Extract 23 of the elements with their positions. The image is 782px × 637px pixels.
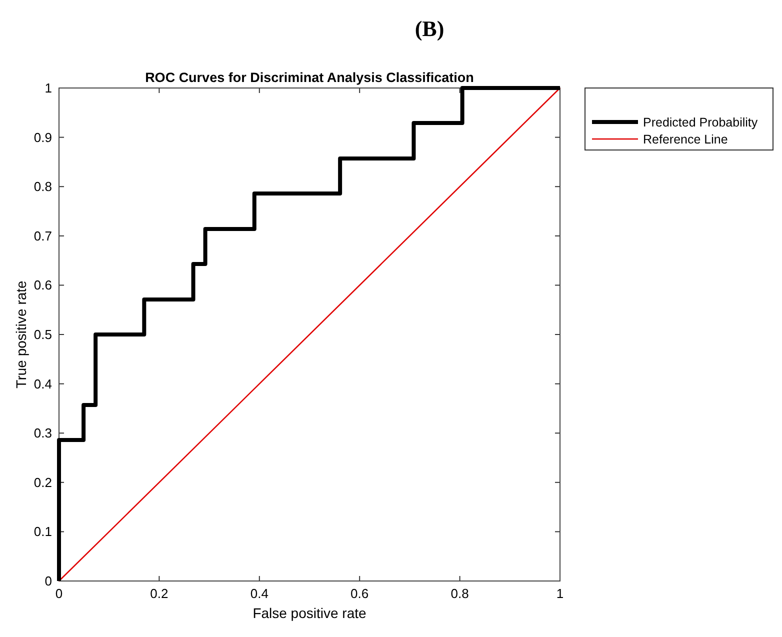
- x-tick-label: 0: [55, 586, 63, 601]
- legend-label: Predicted Probability: [643, 116, 758, 130]
- y-tick-label: 0.2: [34, 474, 52, 490]
- x-tick-label: 0.6: [350, 586, 369, 601]
- legend-label: Reference Line: [643, 132, 728, 146]
- y-tick-label: 1: [44, 80, 52, 96]
- x-tick-label: 0.2: [150, 586, 168, 601]
- text: (B): [414, 16, 444, 41]
- y-tick-label: 0.6: [34, 278, 52, 293]
- x-axis-title: False positive rate: [252, 605, 367, 621]
- y-tick-label: 0.7: [34, 228, 52, 244]
- chart-title: ROC Curves for Discriminat Analysis Classification: [145, 70, 474, 85]
- x-tick-label: 0.4: [250, 586, 268, 601]
- y-tick-label: 0.9: [34, 130, 52, 145]
- y-axis-title: True positive rate: [13, 280, 29, 388]
- y-tick-label: 0.5: [34, 327, 52, 342]
- y-tick-label: 0.4: [34, 376, 52, 392]
- y-tick-label: 0.8: [34, 179, 52, 194]
- y-tick-label: 0: [44, 574, 52, 588]
- x-tick-label: 0.8: [450, 586, 469, 601]
- x-tick-label: 1: [556, 586, 564, 601]
- y-tick-label: 0.1: [34, 524, 52, 540]
- y-tick-label: 0.3: [34, 426, 52, 441]
